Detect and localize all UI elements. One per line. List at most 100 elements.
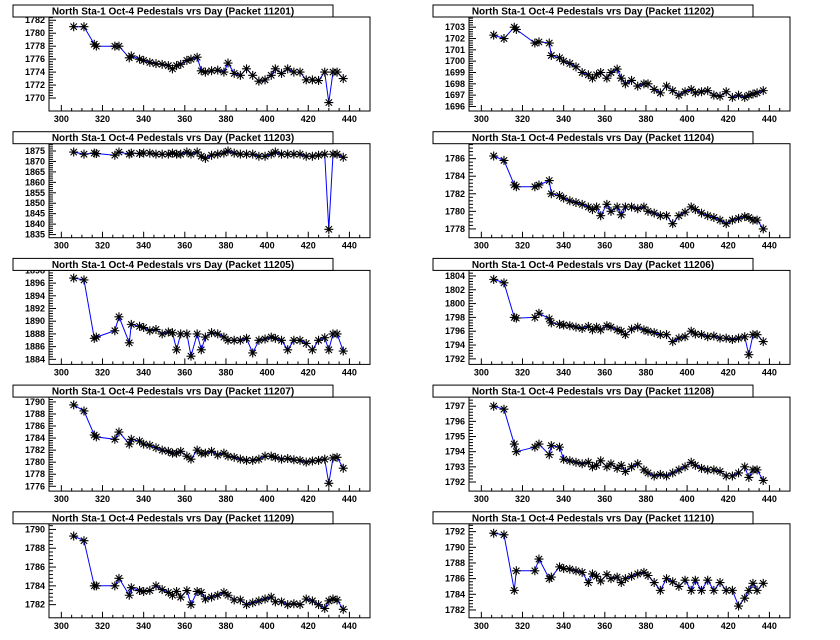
data-point-marker bbox=[235, 70, 245, 80]
y-tick-label: 1788 bbox=[445, 558, 465, 568]
data-point-marker bbox=[643, 79, 653, 89]
data-point-marker bbox=[643, 468, 653, 478]
data-point-marker bbox=[223, 451, 233, 461]
plot-frame bbox=[48, 143, 371, 239]
x-tick-label: 420 bbox=[721, 621, 736, 631]
data-point-marker bbox=[489, 30, 499, 40]
data-point-marker bbox=[489, 401, 499, 411]
y-tick-label: 1784 bbox=[445, 171, 465, 181]
x-tick-label: 420 bbox=[301, 241, 316, 251]
data-point-marker bbox=[721, 471, 731, 481]
title-box bbox=[432, 511, 754, 525]
x-tick-label: 300 bbox=[54, 114, 69, 124]
data-point-marker bbox=[727, 471, 737, 481]
data-point-marker bbox=[254, 76, 264, 86]
data-point-marker bbox=[186, 351, 196, 361]
title-box bbox=[12, 257, 334, 271]
data-point-marker bbox=[602, 73, 612, 83]
data-point-marker bbox=[602, 462, 612, 472]
data-point-marker bbox=[163, 149, 173, 159]
data-point-marker bbox=[229, 452, 239, 462]
data-point-marker bbox=[596, 325, 606, 335]
data-point-marker bbox=[627, 462, 637, 472]
data-point-marker bbox=[79, 149, 89, 159]
data-point-marker bbox=[620, 574, 630, 584]
data-point-marker bbox=[213, 450, 223, 460]
x-tick-label: 400 bbox=[680, 621, 695, 631]
data-point-marker bbox=[213, 65, 223, 75]
plot-frame bbox=[468, 143, 791, 239]
data-point-marker bbox=[727, 92, 737, 102]
data-point-marker bbox=[163, 446, 173, 456]
data-point-marker bbox=[511, 182, 521, 192]
data-point-marker bbox=[260, 75, 270, 85]
data-point-marker bbox=[620, 202, 630, 212]
series-line bbox=[493, 155, 764, 230]
data-point-marker bbox=[301, 75, 311, 85]
data-point-marker bbox=[270, 452, 280, 462]
data-point-marker bbox=[289, 455, 299, 465]
y-tick-label: 1886 bbox=[25, 342, 45, 352]
data-point-marker bbox=[314, 455, 324, 465]
x-tick-label: 440 bbox=[762, 367, 777, 377]
data-point-marker bbox=[192, 147, 202, 157]
data-point-marker bbox=[242, 333, 252, 343]
data-point-marker bbox=[320, 603, 330, 613]
data-point-marker bbox=[229, 595, 239, 605]
y-tick-label: 1786 bbox=[25, 421, 45, 431]
data-point-marker bbox=[686, 585, 696, 595]
data-point-marker bbox=[135, 586, 145, 596]
x-tick-label: 420 bbox=[301, 114, 316, 124]
x-tick-label: 320 bbox=[95, 494, 110, 504]
data-point-marker bbox=[79, 406, 89, 416]
data-point-marker bbox=[758, 86, 768, 96]
x-tick-label: 420 bbox=[721, 494, 736, 504]
x-tick-label: 440 bbox=[762, 241, 777, 251]
data-point-marker bbox=[270, 333, 280, 343]
data-point-marker bbox=[295, 455, 305, 465]
y-tick-label: 1780 bbox=[445, 206, 465, 216]
data-point-marker bbox=[530, 566, 540, 576]
data-point-marker bbox=[715, 333, 725, 343]
data-point-marker bbox=[596, 576, 606, 586]
data-point-marker bbox=[91, 149, 101, 159]
y-tick-label: 1804 bbox=[445, 271, 465, 281]
data-point-marker bbox=[674, 581, 684, 591]
data-point-marker bbox=[744, 350, 754, 360]
data-point-marker bbox=[744, 90, 754, 100]
data-point-marker bbox=[79, 536, 89, 546]
data-point-marker bbox=[703, 86, 713, 96]
x-tick-label: 360 bbox=[177, 241, 192, 251]
chart-title: North Sta-1 Oct-4 Pedestals vrs Day (Pac… bbox=[52, 133, 294, 144]
data-point-marker bbox=[254, 151, 264, 161]
data-point-marker bbox=[703, 211, 713, 221]
data-point-marker bbox=[307, 345, 317, 355]
data-point-marker bbox=[587, 73, 597, 83]
data-point-marker bbox=[565, 58, 575, 68]
y-tick-label: 1793 bbox=[445, 462, 465, 472]
x-tick-label: 440 bbox=[342, 241, 357, 251]
data-point-marker bbox=[565, 456, 575, 466]
data-point-marker bbox=[748, 578, 758, 588]
x-tick-label: 400 bbox=[260, 367, 275, 377]
data-point-marker bbox=[145, 148, 155, 158]
data-point-marker bbox=[639, 325, 649, 335]
data-point-marker bbox=[727, 585, 737, 595]
data-point-marker bbox=[674, 333, 684, 343]
data-point-marker bbox=[283, 64, 293, 74]
data-point-marker bbox=[592, 322, 602, 332]
data-point-marker bbox=[616, 210, 626, 220]
data-point-marker bbox=[266, 332, 276, 342]
data-point-marker bbox=[592, 571, 602, 581]
data-point-marker bbox=[186, 149, 196, 159]
data-point-marker bbox=[277, 597, 287, 607]
data-point-marker bbox=[163, 61, 173, 71]
title-box bbox=[12, 511, 334, 525]
data-point-marker bbox=[219, 332, 229, 342]
data-point-marker bbox=[668, 219, 678, 229]
data-point-marker bbox=[727, 215, 737, 225]
x-tick-label: 340 bbox=[556, 241, 571, 251]
y-tick-label: 1784 bbox=[25, 581, 45, 591]
chart-title: North Sta-1 Oct-4 Pedestals vrs Day (Pac… bbox=[52, 387, 294, 398]
x-tick-label: 380 bbox=[218, 621, 233, 631]
